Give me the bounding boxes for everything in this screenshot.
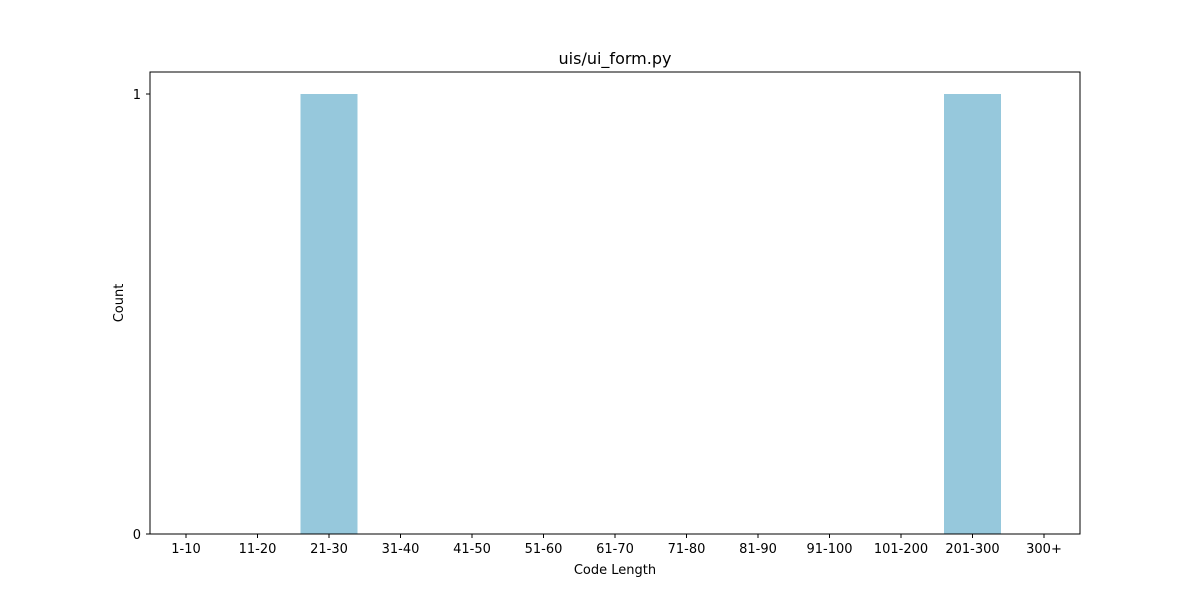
y-axis: 01 — [133, 88, 150, 543]
x-axis-label: Code Length — [574, 563, 656, 578]
x-tick-label: 300+ — [1026, 542, 1062, 557]
x-tick-label: 51-60 — [525, 542, 563, 557]
x-tick-label: 11-20 — [239, 542, 277, 557]
y-tick-label: 0 — [133, 528, 141, 543]
y-tick-label: 1 — [133, 88, 141, 103]
x-tick-label: 101-200 — [874, 542, 928, 557]
x-tick-label: 71-80 — [668, 542, 706, 557]
y-axis-label: Count — [112, 284, 127, 323]
plot-frame — [149, 71, 1081, 535]
x-axis: 1-10 11-20 21-30 31-40 41-50 51-60 61-70 71-80 8… — [171, 534, 1062, 557]
x-tick-label: 31-40 — [382, 542, 420, 557]
x-tick-label: 21-30 — [310, 542, 348, 557]
chart-title: uis/ui_form.py — [559, 49, 672, 69]
x-tick-label: 41-50 — [453, 542, 491, 557]
x-tick-label: 201-300 — [945, 542, 999, 557]
x-tick-label: 1-10 — [171, 542, 201, 557]
bars-group — [300, 94, 1001, 534]
bar-21-30 — [300, 94, 358, 534]
x-tick-label: 61-70 — [596, 542, 634, 557]
bar-201-300 — [944, 94, 1001, 534]
x-tick-label: 81-90 — [739, 542, 777, 557]
x-tick-label: 91-100 — [806, 542, 852, 557]
plot-area — [150, 72, 1080, 534]
